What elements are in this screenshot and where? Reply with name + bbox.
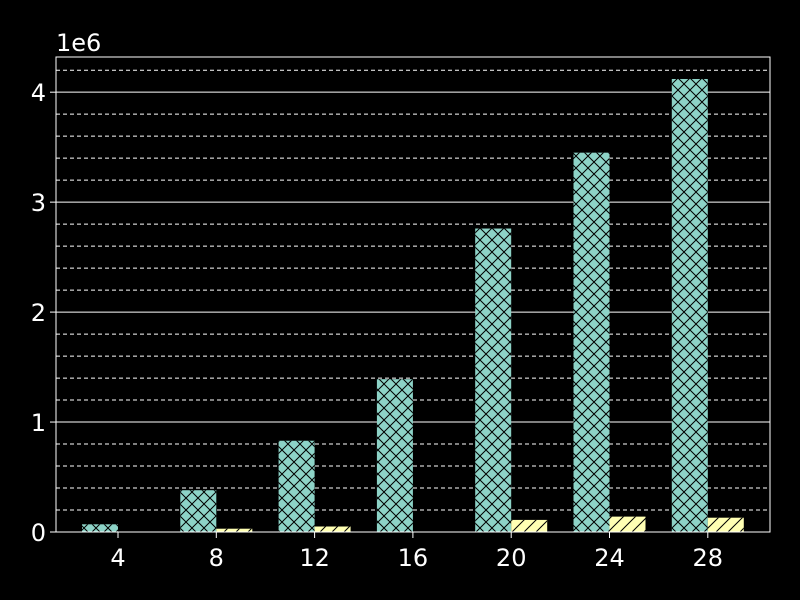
x-tick-label: 8: [209, 544, 224, 572]
bar-hatch-series-2-20: [511, 519, 548, 532]
x-tick-label: 24: [594, 544, 625, 572]
bar-hatch-series-2-12: [314, 526, 351, 532]
x-tick-label: 20: [496, 544, 527, 572]
bar-hatch-series-1-28: [671, 78, 708, 533]
y-tick-label: 0: [31, 519, 46, 547]
x-tick-label: 4: [110, 544, 125, 572]
bar-hatch-series-1-20: [475, 228, 512, 532]
bar-hatch-series-1-8: [180, 490, 217, 532]
bar-hatch-series-2-28: [707, 517, 744, 532]
x-tick-label: 12: [299, 544, 330, 572]
x-tick-label: 28: [693, 544, 724, 572]
y-tick-label: 2: [31, 299, 46, 327]
y-tick-label: 1: [31, 409, 46, 437]
bar-hatch-series-1-4: [82, 524, 118, 532]
y-axis-offset-label: 1e6: [56, 29, 101, 57]
bar-hatch-series-1-12: [278, 440, 315, 532]
bars: [82, 78, 744, 533]
bar-hatch-series-1-24: [573, 152, 610, 532]
y-tick-label: 4: [31, 79, 46, 107]
plot-frame: [55, 56, 771, 533]
x-tick-label: 16: [398, 544, 429, 572]
bar-hatch-series-1-16: [376, 379, 413, 532]
grid-lines: [56, 69, 770, 511]
y-tick-label: 3: [31, 189, 46, 217]
bar-hatch-series-2-8: [216, 528, 253, 532]
bar-hatch-series-2-24: [609, 516, 646, 532]
